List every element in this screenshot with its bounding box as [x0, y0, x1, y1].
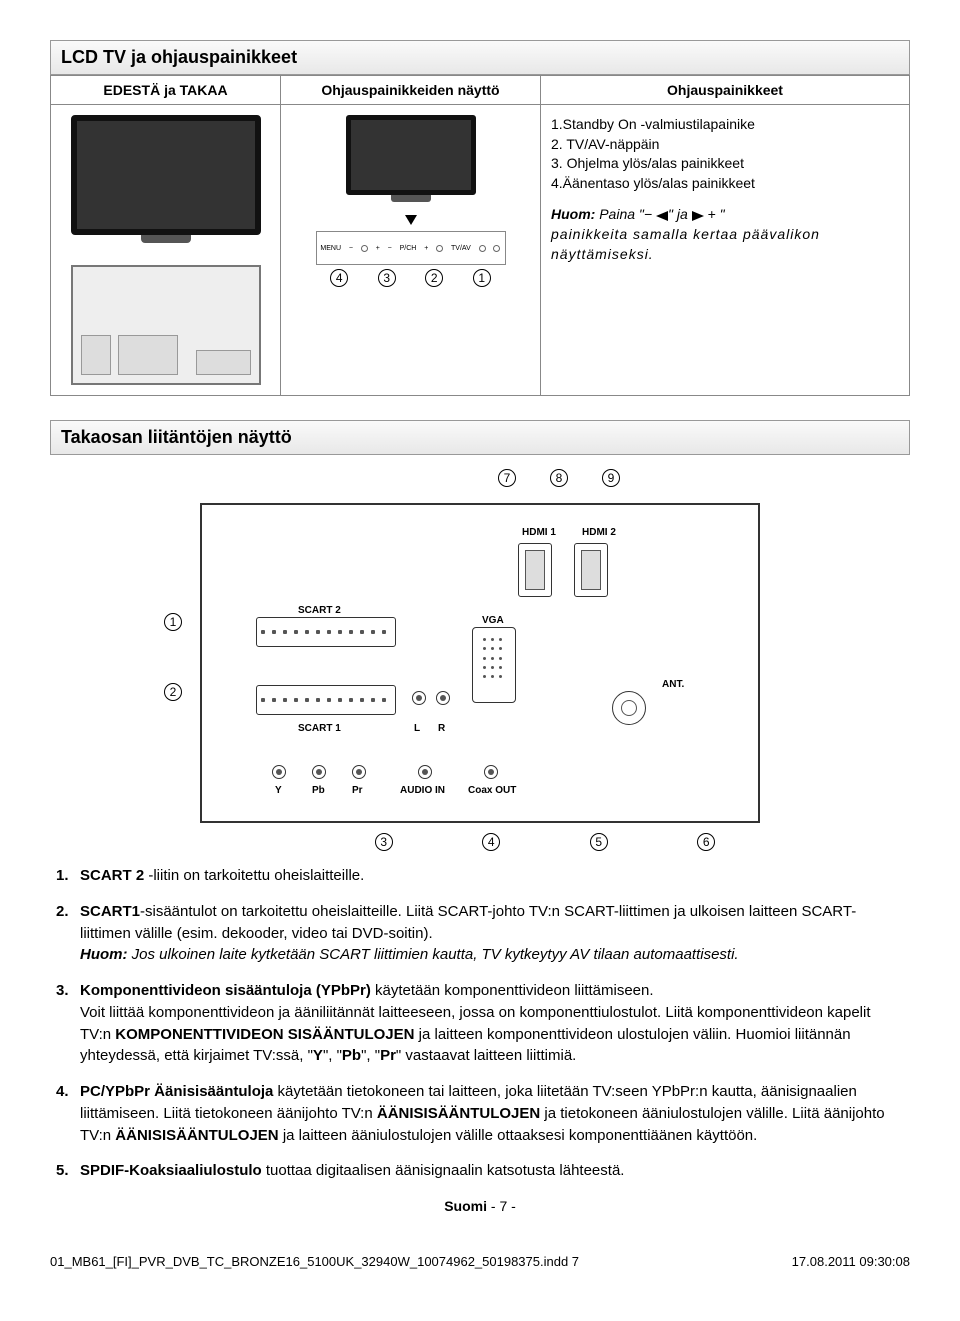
desc-item-4: 4. PC/YPbPr Äänisisääntuloja käytetään t…: [56, 1081, 904, 1146]
section1-title: LCD TV ja ohjauspainikkeet: [50, 40, 910, 75]
audioin-label: AUDIO IN: [400, 785, 445, 796]
tv-small-diagram: [346, 115, 476, 195]
jack-pb: [312, 765, 326, 779]
menu-label: MENU: [320, 245, 341, 252]
controls-table: EDESTÄ ja TAKAA Ohjauspainikkeiden näytt…: [50, 75, 910, 396]
l-label: L: [414, 723, 420, 734]
coax-label: Coax OUT: [468, 785, 516, 796]
callout-8: 8: [550, 469, 568, 487]
scart2-label: SCART 2: [298, 605, 341, 616]
vga-port: [472, 627, 516, 703]
jack-r: [436, 691, 450, 705]
hdmi1-port: [518, 543, 552, 597]
hdmi2-port: [574, 543, 608, 597]
page-footer-center: Suomi - 7 -: [50, 1198, 910, 1214]
jack-pr: [352, 765, 366, 779]
scart1-label: SCART 1: [298, 723, 341, 734]
vga-label: VGA: [482, 615, 504, 626]
th-front-back: EDESTÄ ja TAKAA: [51, 76, 281, 105]
tvav-label: TV/AV: [451, 245, 471, 252]
ant-label: ANT.: [662, 679, 684, 690]
note-text: Huom: Paina "− " ja + " painikkeita sama…: [551, 205, 899, 264]
desc-item-3: 3. Komponenttivideon sisääntuloja (YPbPr…: [56, 980, 904, 1067]
hdmi1-label: HDMI 1: [522, 527, 556, 538]
hdmi2-label: HDMI 2: [582, 527, 616, 538]
cell-controls-list: 1.Standby On -valmiustilapainike 2. TV/A…: [541, 105, 910, 396]
y-label: Y: [275, 785, 282, 796]
arrow-down-icon: [405, 215, 417, 225]
page-footer-meta: 01_MB61_[FI]_PVR_DVB_TC_BRONZE16_5100UK_…: [50, 1254, 910, 1269]
control-bar-diagram: MENU −+ −P/CH+ TV/AV: [316, 231, 506, 265]
desc-item-1: 1. SCART 2 -liitin on tarkoitettu oheisl…: [56, 865, 904, 887]
section2-title: Takaosan liitäntöjen näyttö: [50, 420, 910, 455]
list-item-2: 2. TV/AV-näppäin: [551, 135, 899, 155]
pr-label: Pr: [352, 785, 363, 796]
callout-5: 5: [590, 833, 608, 851]
pb-label: Pb: [312, 785, 325, 796]
bottom-callouts: 3 4 5 6: [200, 833, 760, 851]
callout-6: 6: [697, 833, 715, 851]
footer-filename: 01_MB61_[FI]_PVR_DVB_TC_BRONZE16_5100UK_…: [50, 1254, 579, 1269]
list-item-1: 1.Standby On -valmiustilapainike: [551, 115, 899, 135]
description-list: 1. SCART 2 -liitin on tarkoitettu oheisl…: [50, 865, 910, 1182]
plus-icon: [692, 211, 704, 221]
control-numbers: 4 3 2 1: [316, 269, 506, 287]
ant-port: [612, 691, 646, 725]
callout-3: 3: [375, 833, 393, 851]
r-label: R: [438, 723, 445, 734]
list-item-3: 3. Ohjelma ylös/alas painikkeet: [551, 154, 899, 174]
jack-y: [272, 765, 286, 779]
callout-7: 7: [498, 469, 516, 487]
minus-icon: [656, 211, 668, 221]
footer-timestamp: 17.08.2011 09:30:08: [792, 1254, 910, 1269]
callout-2: 2: [164, 683, 182, 701]
callout-1: 1: [164, 613, 182, 631]
list-item-4: 4.Äänentaso ylös/alas painikkeet: [551, 174, 899, 194]
cell-ctrl-view: MENU −+ −P/CH+ TV/AV 4 3 2 1: [281, 105, 541, 396]
jack-audio-in: [418, 765, 432, 779]
jack-coax: [484, 765, 498, 779]
th-controls: Ohjauspainikkeet: [541, 76, 910, 105]
cell-tv-views: [51, 105, 281, 396]
pch-label: P/CH: [400, 245, 417, 252]
jack-l: [412, 691, 426, 705]
scart2-port: [256, 617, 396, 647]
callout-9: 9: [602, 469, 620, 487]
tv-front-diagram: [71, 115, 261, 235]
desc-item-5: 5. SPDIF-Koaksiaaliulostulo tuottaa digi…: [56, 1160, 904, 1182]
callout-4: 4: [482, 833, 500, 851]
tv-back-diagram: [71, 265, 261, 385]
desc-item-2: 2. SCART1-sisääntulot on tarkoitettu ohe…: [56, 901, 904, 966]
rear-panel-diagram: HDMI 1 HDMI 2 SCART 2 SCART 1 VGA ANT. L…: [200, 503, 760, 823]
th-ctrl-view: Ohjauspainikkeiden näyttö: [281, 76, 541, 105]
scart1-port: [256, 685, 396, 715]
